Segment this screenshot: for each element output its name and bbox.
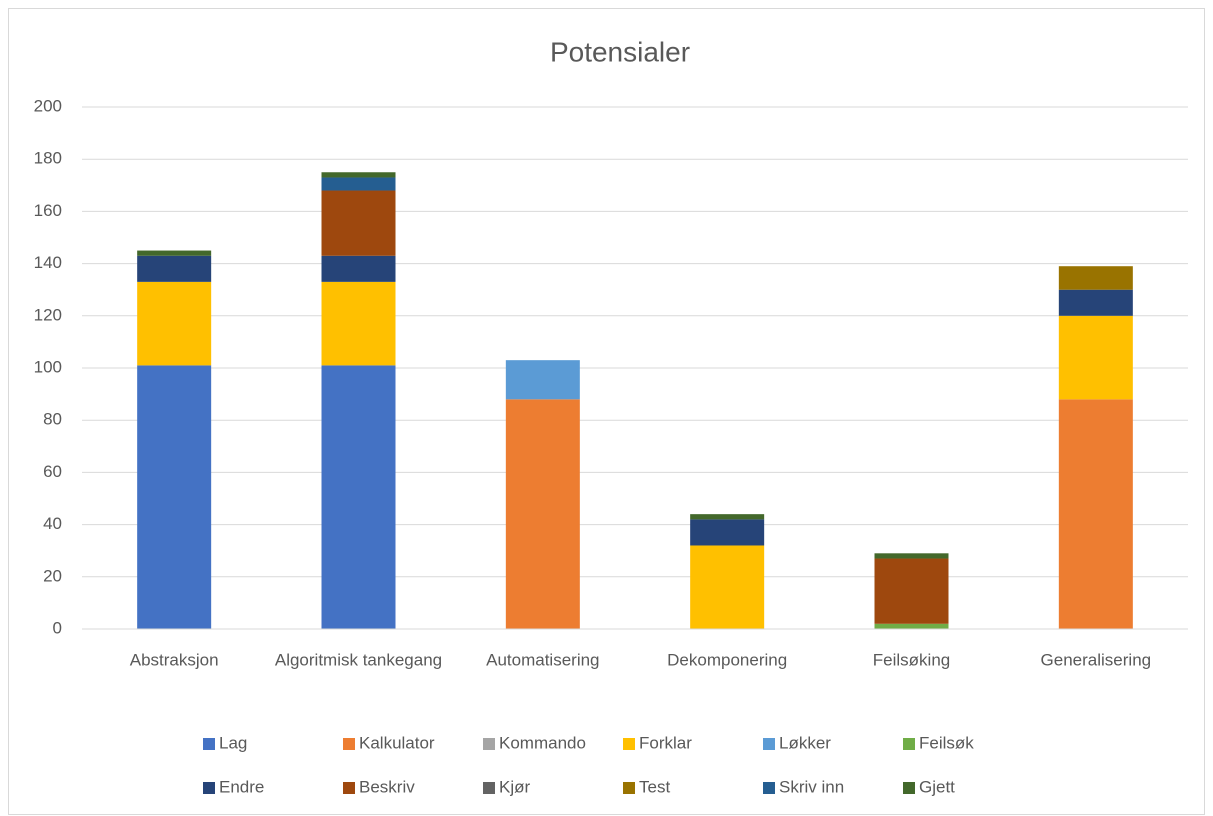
y-tick-label: 160 xyxy=(34,201,62,220)
y-tick-label: 120 xyxy=(34,305,62,324)
legend-label: Beskriv xyxy=(359,777,415,796)
legend-swatch xyxy=(343,782,355,794)
bar-segment xyxy=(321,365,396,629)
x-tick-label: Algoritmisk tankegang xyxy=(275,650,442,669)
legend-swatch xyxy=(203,738,215,750)
legend-label: Kalkulator xyxy=(359,733,435,752)
legend-swatch xyxy=(623,738,635,750)
x-tick-label: Generalisering xyxy=(1041,650,1152,669)
legend-label: Gjett xyxy=(919,777,955,796)
bar-segment xyxy=(1058,315,1133,400)
legend-label: Løkker xyxy=(779,733,831,752)
legend-swatch xyxy=(903,738,915,750)
y-tick-label: 200 xyxy=(34,96,62,115)
legend-label: Feilsøk xyxy=(919,733,974,752)
bar-segment xyxy=(321,177,396,191)
legend-label: Kommando xyxy=(499,733,586,752)
bar-segment xyxy=(321,172,396,178)
bar-segment xyxy=(874,558,949,624)
legend-label: Endre xyxy=(219,777,264,796)
bar-segment xyxy=(1058,399,1133,629)
bar-segment xyxy=(137,281,212,366)
legend-swatch xyxy=(483,782,495,794)
bar-segment xyxy=(321,255,396,282)
bar-segment xyxy=(1058,289,1133,316)
bar-segment xyxy=(874,623,949,629)
x-tick-label: Dekomponering xyxy=(667,650,787,669)
legend-label: Kjør xyxy=(499,777,531,796)
bar-segment xyxy=(505,399,580,629)
bar-segment xyxy=(321,190,396,256)
legend-swatch xyxy=(763,738,775,750)
bar-segment xyxy=(321,281,396,366)
bar-segment xyxy=(1058,266,1133,290)
y-tick-label: 20 xyxy=(43,566,62,585)
bar-segment xyxy=(874,553,949,559)
bar-segment xyxy=(690,514,765,520)
x-tick-label: Feilsøking xyxy=(873,650,950,669)
bar-segment xyxy=(690,545,765,629)
legend-label: Forklar xyxy=(639,733,692,752)
legend-swatch xyxy=(763,782,775,794)
bar-segment xyxy=(505,360,580,400)
y-tick-label: 100 xyxy=(34,357,62,376)
y-tick-label: 80 xyxy=(43,410,62,429)
x-tick-label: Abstraksjon xyxy=(130,650,219,669)
legend-label: Test xyxy=(639,777,670,796)
x-tick-label: Automatisering xyxy=(486,650,599,669)
bar-segment xyxy=(690,519,765,546)
legend-swatch xyxy=(903,782,915,794)
bar-segment xyxy=(137,250,212,256)
bar-segment xyxy=(137,255,212,282)
y-tick-label: 0 xyxy=(53,618,62,637)
legend-swatch xyxy=(203,782,215,794)
bar-segment xyxy=(137,365,212,629)
legend-swatch xyxy=(483,738,495,750)
y-tick-label: 180 xyxy=(34,149,62,168)
y-tick-label: 60 xyxy=(43,462,62,481)
legend-swatch xyxy=(343,738,355,750)
y-tick-label: 40 xyxy=(43,514,62,533)
chart-title: Potensialer xyxy=(550,36,690,67)
legend-label: Lag xyxy=(219,733,247,752)
legend-label: Skriv inn xyxy=(779,777,844,796)
legend-swatch xyxy=(623,782,635,794)
y-tick-label: 140 xyxy=(34,253,62,272)
